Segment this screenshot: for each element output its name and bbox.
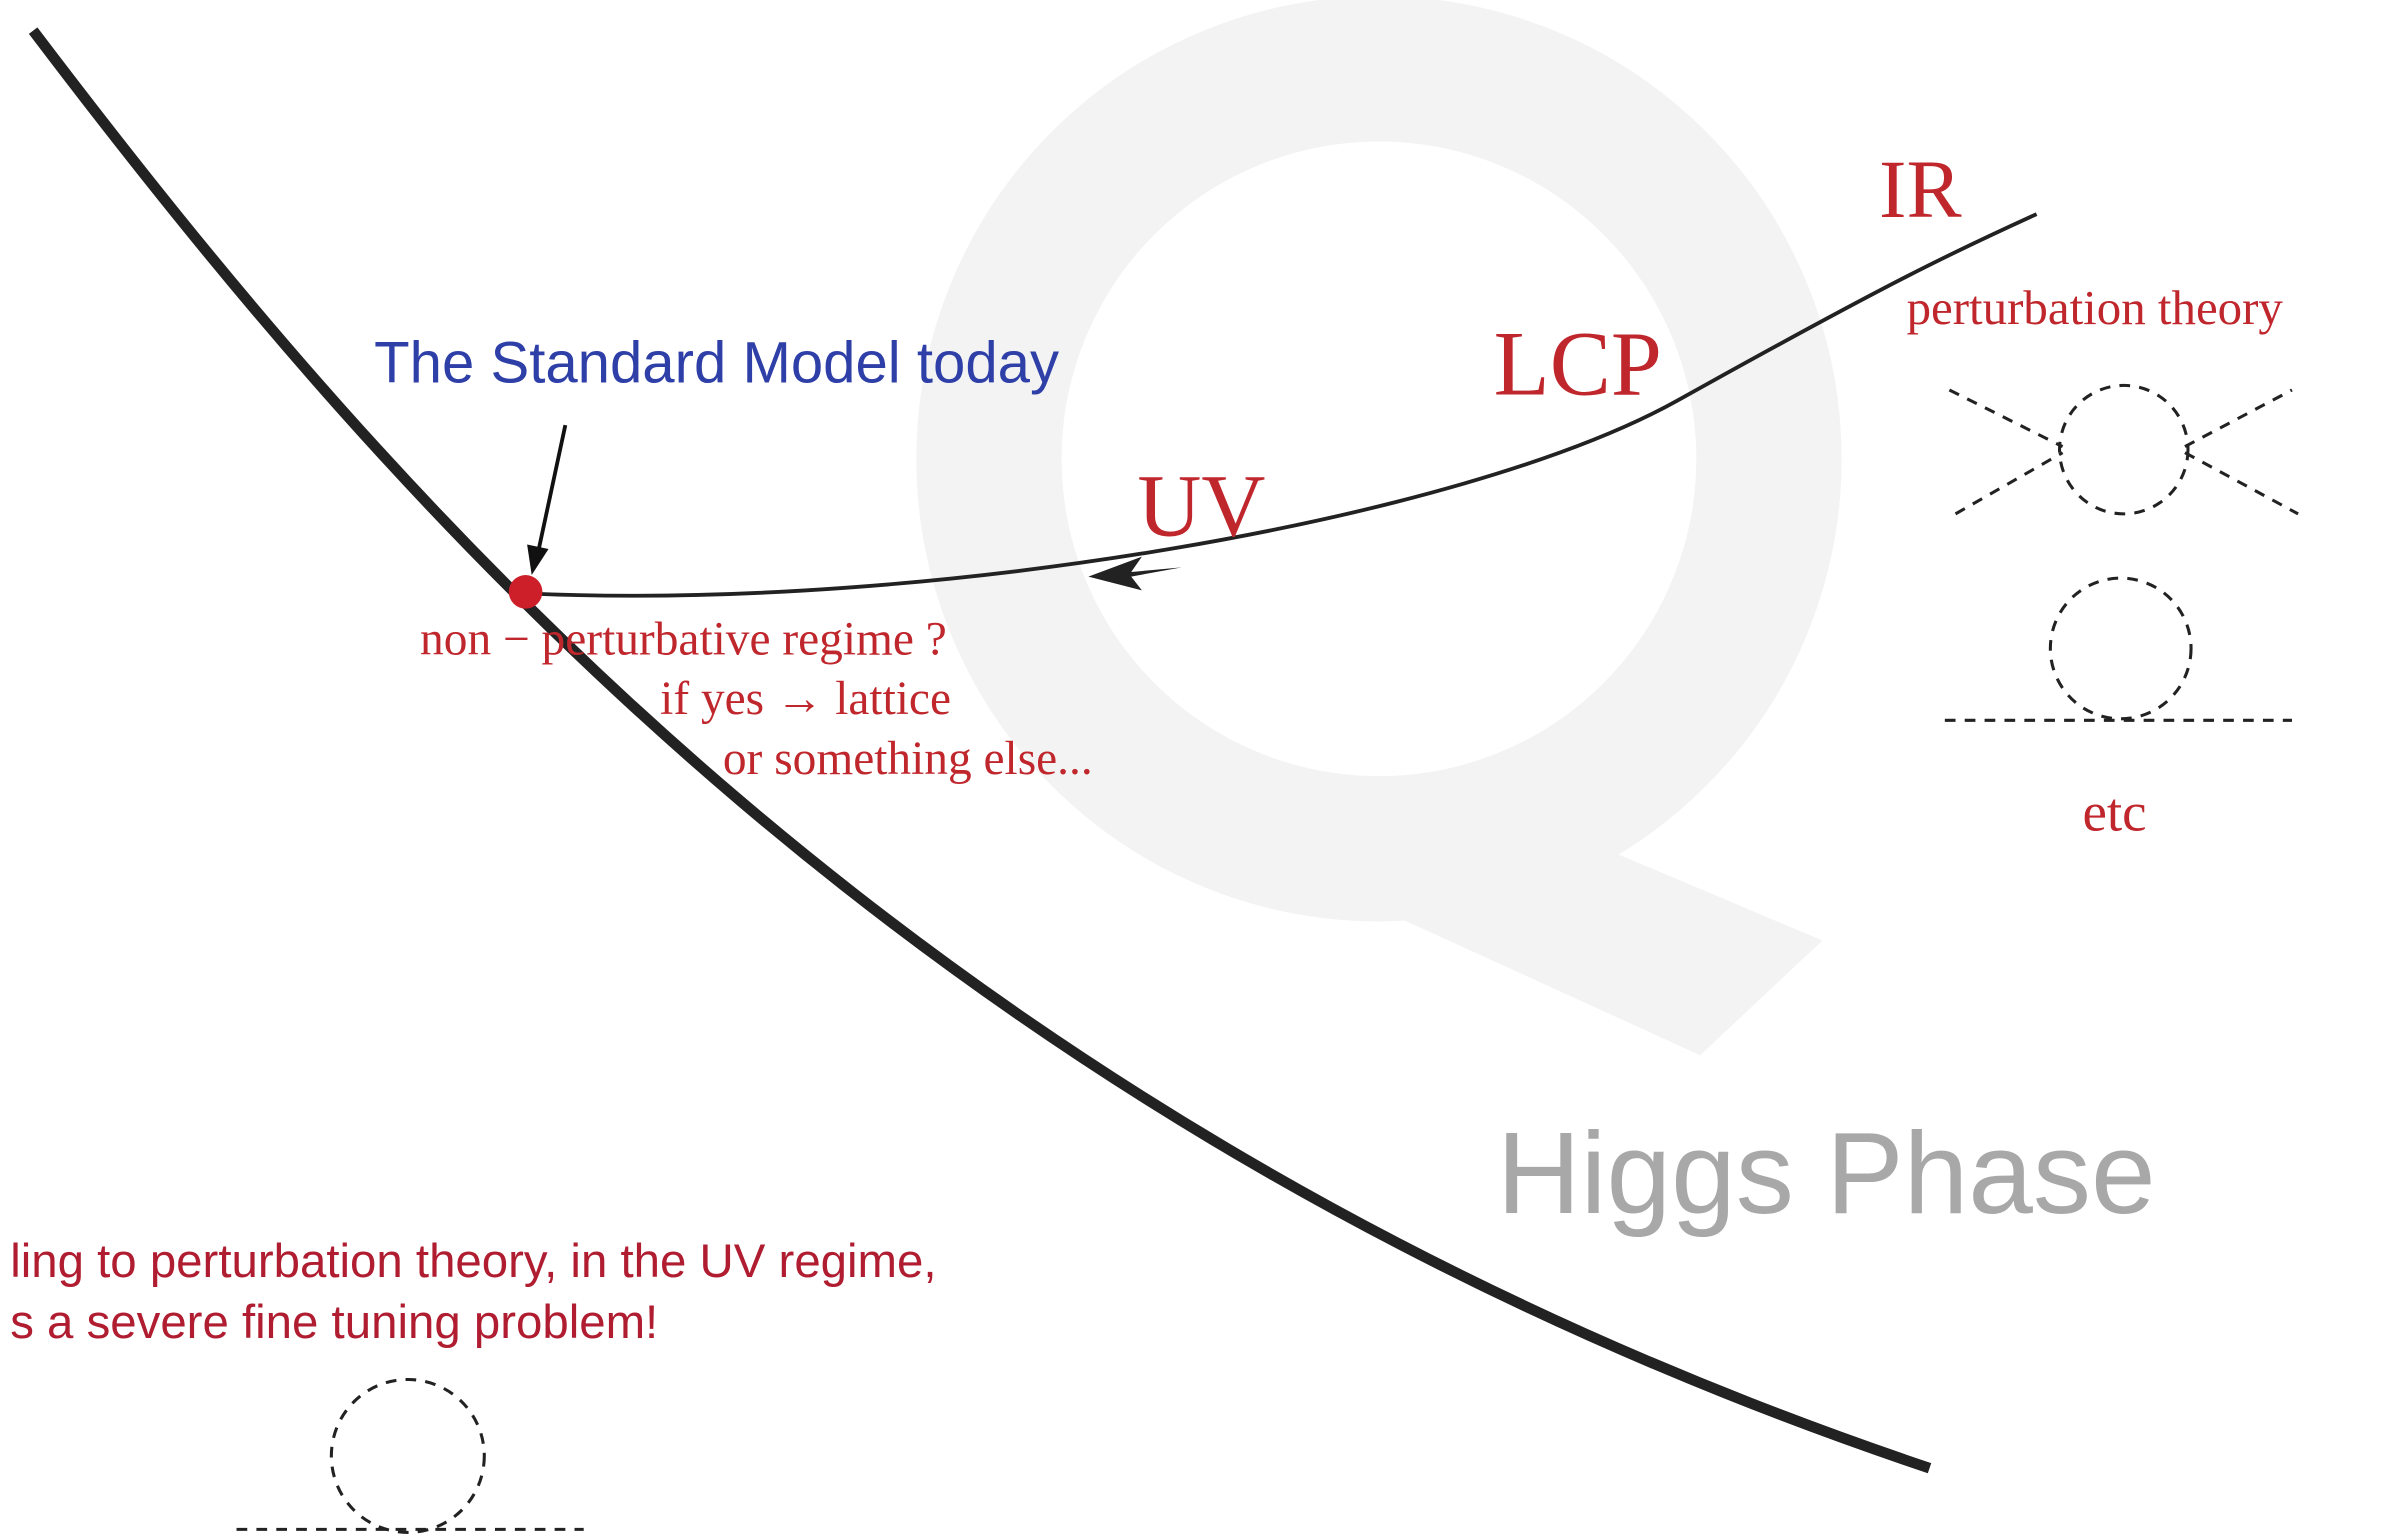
sm-label: The Standard Model today	[374, 330, 1059, 395]
watermark	[916, 0, 1842, 1056]
flow-arrowhead	[1088, 556, 1182, 591]
nonpert-line3: or something else...	[723, 733, 1093, 785]
pt-label: perturbation theory	[1907, 280, 2284, 335]
note-line1: ling to perturbation theory, in the UV r…	[10, 1235, 936, 1288]
uv-label: UV	[1137, 457, 1265, 555]
watermark-ring	[916, 0, 1842, 922]
feynman-tadpole-bottom	[236, 1377, 584, 1534]
boundary-curve	[28, 27, 1932, 1474]
leg	[1954, 451, 2064, 516]
leg	[2184, 451, 2299, 516]
loop	[2057, 383, 2190, 516]
flow-line	[525, 212, 2038, 598]
lcp-label: LCP	[1494, 313, 1662, 415]
watermark-tail	[1264, 795, 1823, 1056]
loop	[2048, 576, 2193, 721]
loop	[329, 1377, 486, 1534]
leg	[1948, 388, 2064, 448]
nonpert-line1: non − perturbative regime ?	[420, 614, 947, 666]
sm-point	[508, 575, 543, 609]
higgs-phase-label: Higgs Phase	[1497, 1108, 2156, 1238]
note-line2: s a severe fine tuning problem!	[10, 1296, 658, 1349]
pointer-arrowhead	[527, 544, 549, 576]
etc-label: etc	[2082, 781, 2146, 842]
feynman-tadpole	[1944, 576, 2292, 722]
pointer-arrow	[535, 424, 568, 555]
leg	[2184, 388, 2293, 448]
nonpert-line2: if yes → lattice	[660, 673, 951, 725]
ir-label: IR	[1879, 143, 1962, 235]
feynman-x-loop	[1948, 383, 2299, 516]
